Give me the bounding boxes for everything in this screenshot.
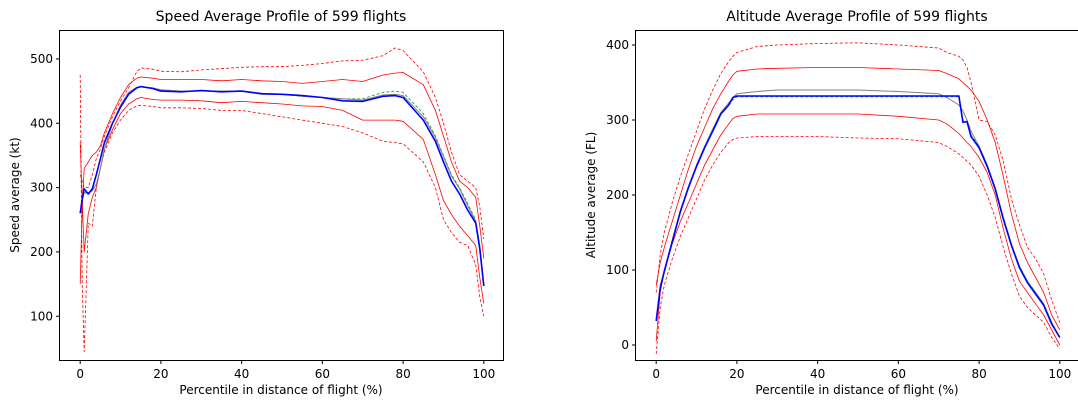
speed-chart-lines: [79, 47, 485, 353]
speed-ytick-label: 200: [30, 245, 53, 259]
speed-xtick-label: 80: [395, 367, 410, 381]
speed-series-line-2: [79, 72, 485, 285]
altitude-series-line-2: [655, 67, 1061, 331]
speed-ytick-label: 500: [30, 52, 53, 66]
speed-chart-yticks: 100 200 300 400 500: [30, 52, 60, 323]
speed-ytick-label: 100: [30, 309, 53, 323]
speed-chart-title: Speed Average Profile of 599 flights: [156, 9, 407, 25]
speed-chart-ylabel: Speed average (kt): [8, 137, 22, 252]
speed-chart-frame: [59, 30, 504, 361]
altitude-xtick-label: 60: [891, 367, 906, 381]
altitude-xtick-label: 20: [729, 367, 744, 381]
altitude-ytick-label: 200: [606, 188, 629, 202]
altitude-ytick-label: 100: [606, 263, 629, 277]
altitude-ytick-label: 300: [606, 113, 629, 127]
altitude-chart-yticks: 0 100 200 300 400: [606, 38, 636, 352]
speed-xtick-label: 20: [153, 367, 168, 381]
speed-chart-xlabel: Percentile in distance of flight (%): [179, 383, 382, 397]
altitude-chart-xticks: 0 20 40 60 80 100: [652, 360, 1071, 381]
altitude-xtick-label: 0: [652, 367, 660, 381]
speed-chart-xticks: 0 20 40 60 80 100: [76, 360, 495, 381]
altitude-xtick-label: 40: [810, 367, 825, 381]
speed-xtick-label: 0: [76, 367, 84, 381]
speed-series-line-3: [79, 47, 485, 240]
speed-series-line-0: [79, 74, 485, 353]
altitude-chart-ylabel: Altitude average (FL): [584, 132, 598, 259]
altitude-chart-title: Altitude Average Profile of 599 flights: [726, 9, 987, 25]
speed-xtick-label: 40: [234, 367, 249, 381]
altitude-ytick-label: 400: [606, 38, 629, 52]
altitude-chart-frame: [635, 30, 1078, 361]
altitude-series-line-5: [655, 96, 1061, 338]
speed-series-line-1: [79, 97, 485, 304]
speed-series-line-6: [79, 85, 485, 287]
altitude-series-line-4: [655, 89, 1061, 338]
altitude-xtick-label: 100: [1048, 367, 1071, 381]
altitude-series-line-3: [655, 42, 1061, 323]
speed-ytick-label: 300: [30, 181, 53, 195]
altitude-series-line-0: [655, 136, 1061, 355]
altitude-chart-lines: [655, 42, 1061, 355]
speed-series-line-5: [79, 86, 485, 285]
speed-chart: Speed Average Profile of 599 flights 0 20…: [8, 9, 504, 397]
altitude-chart-xlabel: Percentile in distance of flight (%): [755, 383, 958, 397]
altitude-xtick-label: 80: [971, 367, 986, 381]
altitude-series-line-1: [655, 113, 1061, 346]
speed-ytick-label: 400: [30, 116, 53, 130]
altitude-ytick-label: 0: [621, 338, 629, 352]
speed-xtick-label: 60: [315, 367, 330, 381]
speed-xtick-label: 100: [472, 367, 495, 381]
altitude-chart: Altitude Average Profile of 599 flights …: [584, 9, 1078, 397]
altitude-series-line-6: [655, 95, 1061, 338]
